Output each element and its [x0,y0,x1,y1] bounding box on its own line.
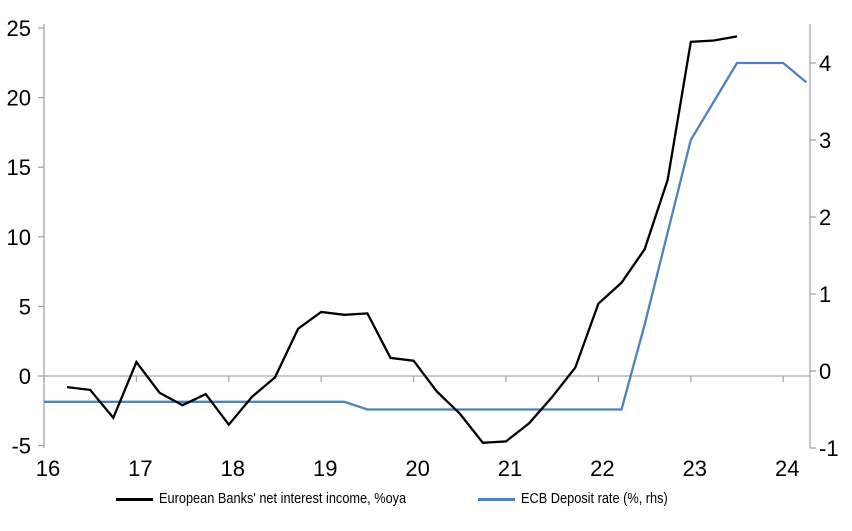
right-axis-tick-label: 2 [819,205,831,230]
legend-label-net-interest-income: European Banks' net interest income, %oy… [159,491,407,507]
left-axis-tick-label: 0 [19,364,31,389]
series-line-net-interest-income [66,35,738,444]
x-axis-tick-label: 19 [313,456,337,481]
legend-label-ecb-deposit-rate: ECB Deposit rate (%, rhs) [520,491,668,507]
left-axis-tick-label: 15 [7,155,31,180]
series-line-ecb-deposit-rate [44,61,808,411]
legend-line-swatch-blue [477,497,515,501]
x-axis-tick-label: 21 [498,456,522,481]
left-axis-tick-label: 10 [7,225,31,250]
left-axis-tick-label: 25 [7,16,31,41]
right-axis-tick-label: 1 [819,282,831,307]
x-axis-tick-label: 20 [405,456,429,481]
right-axis-tick-label: 3 [819,128,831,153]
legend-item-ecb-deposit-rate: ECB Deposit rate (%, rhs) [477,490,688,508]
x-axis-tick-label: 18 [221,456,245,481]
right-axis-tick-label: -1 [819,436,839,461]
right-axis-tick-label: 4 [819,51,831,76]
left-axis-tick-label: 5 [19,294,31,319]
x-axis-tick-label: 17 [128,456,152,481]
x-axis-tick-label: 23 [683,456,707,481]
left-axis-tick-label: -5 [11,434,31,459]
x-axis-tick-label: 24 [775,456,799,481]
chart-legend: European Banks' net interest income, %oy… [116,490,688,508]
legend-item-net-interest-income: European Banks' net interest income, %oy… [116,490,440,508]
right-axis-tick-label: 0 [819,359,831,384]
x-axis-tick-label: 16 [36,456,60,481]
x-axis-tick-label: 22 [590,456,614,481]
left-axis-tick-label: 20 [7,86,31,111]
legend-line-swatch-black [116,497,153,501]
